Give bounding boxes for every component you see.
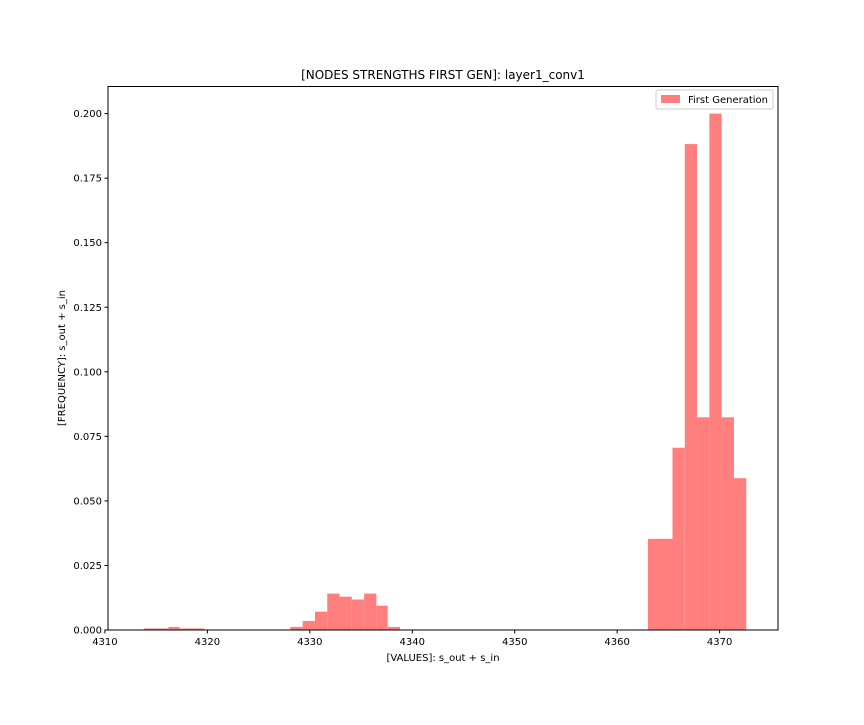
bars-group [143, 113, 747, 630]
histogram-bar [733, 478, 747, 630]
y-tick-label: 0.175 [73, 174, 102, 185]
histogram-bar [376, 605, 388, 630]
histogram-bar [709, 113, 722, 630]
histogram-bar [192, 628, 205, 630]
histogram-bar [351, 599, 365, 630]
legend-label: First Generation [688, 95, 768, 106]
x-tick-label: 4310 [92, 637, 117, 648]
histogram-bar [672, 447, 685, 630]
y-tick-label: 0.125 [73, 303, 102, 314]
legend-swatch [661, 95, 680, 103]
histogram-bar [647, 538, 673, 630]
y-tick-label: 0.000 [73, 626, 102, 637]
histogram-bar [364, 593, 377, 630]
histogram-bar [684, 144, 698, 630]
axes-frame [107, 86, 779, 631]
y-tick-label: 0.100 [73, 367, 102, 378]
legend: First Generation [655, 89, 774, 110]
x-tick-label: 4360 [604, 637, 629, 648]
y-tick-label: 0.025 [73, 561, 102, 572]
histogram-bar [721, 417, 734, 630]
x-tick-label: 4340 [400, 637, 425, 648]
histogram-bar [179, 628, 193, 630]
y-axis-label: [FREQUENCY]: s_out + s_in [57, 290, 68, 426]
histogram-bar [339, 596, 352, 630]
histogram-bar [387, 626, 400, 630]
legend-box [655, 89, 774, 110]
histogram-bar [327, 593, 340, 630]
histogram-bar [697, 417, 710, 630]
y-tick-label: 0.075 [73, 432, 102, 443]
x-tick-label: 4350 [502, 637, 527, 648]
histogram-bar [314, 611, 328, 630]
chart-title: [NODES STRENGTHS FIRST GEN]: layer1_conv… [301, 68, 585, 82]
y-tick-label: 0.050 [73, 496, 102, 507]
histogram-bar [143, 628, 157, 630]
x-ticks-group: 4310 4320 4330 4340 4350 4360 4370 [92, 630, 732, 648]
y-tick-label: 0.150 [73, 238, 102, 249]
x-tick-label: 4370 [707, 637, 732, 648]
x-axis-label: [VALUES]: s_out + s_in [386, 653, 499, 664]
y-tick-label: 0.200 [73, 109, 102, 120]
histogram-bar [156, 628, 169, 630]
y-ticks-group: 0.000 0.025 0.050 0.075 0.100 0.125 0.150 0.175… [73, 109, 108, 637]
histogram-bar [302, 620, 315, 630]
histogram-bar [290, 626, 303, 630]
x-tick-label: 4320 [195, 637, 220, 648]
histogram-bar [168, 626, 180, 630]
x-tick-label: 4330 [297, 637, 322, 648]
